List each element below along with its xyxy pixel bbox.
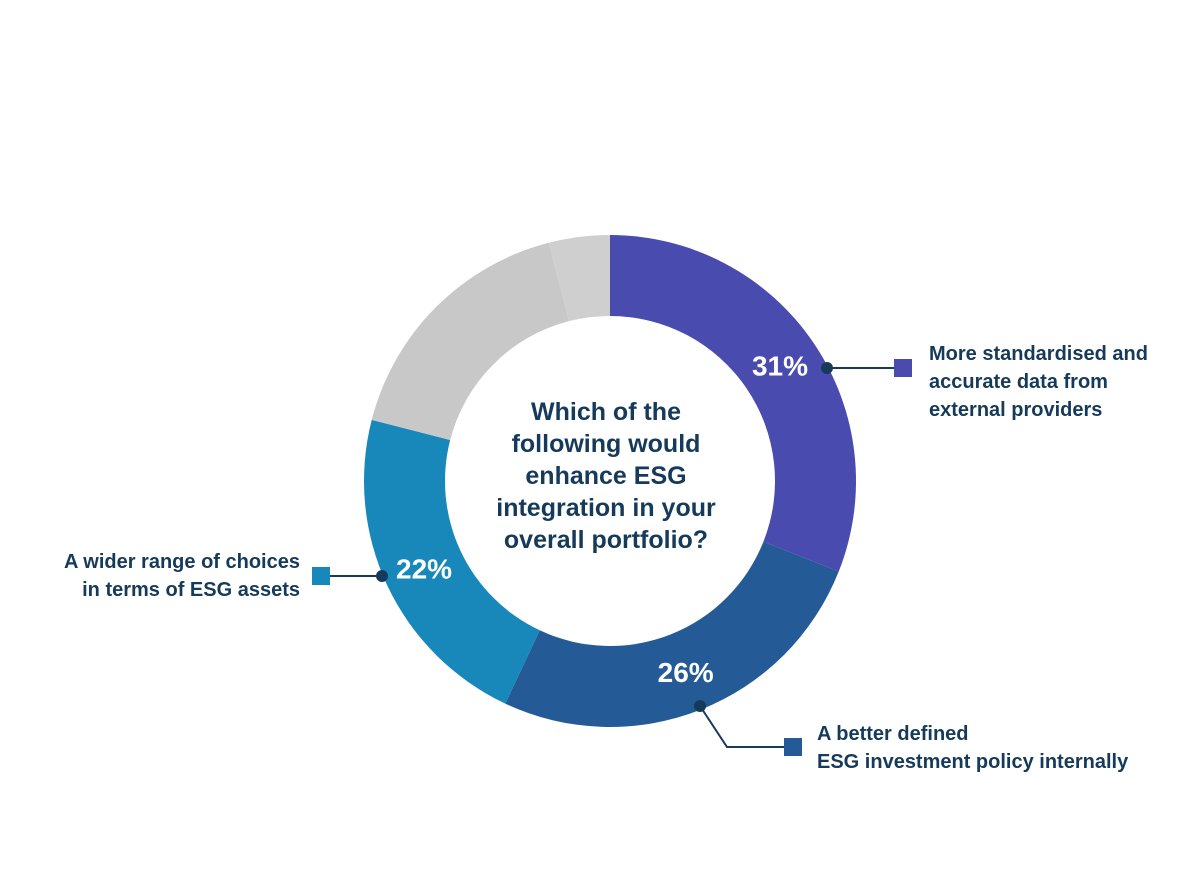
connector-dot xyxy=(821,362,833,374)
slice-esg-assets xyxy=(364,419,540,704)
slice-investment-policy xyxy=(505,541,839,727)
legend-label-line: ESG investment policy internally xyxy=(817,751,1129,773)
legend-label-line: A better defined xyxy=(817,723,969,745)
question-line: enhance ESG xyxy=(525,462,687,490)
legend-entry-esg-assets: A wider range of choices in terms of ESG… xyxy=(64,548,300,604)
legend-swatch xyxy=(312,567,330,585)
legend-label-line: external providers xyxy=(929,399,1103,421)
legend-label-line: A wider range of choices xyxy=(64,551,300,573)
question-line: integration in your xyxy=(496,494,716,522)
question-line: Which of the xyxy=(531,398,681,426)
slice-percent-label: 31% xyxy=(752,350,808,381)
chart-question: Which of the following would enhance ESG… xyxy=(456,396,756,556)
question-line: following would xyxy=(511,430,701,458)
legend-entry-investment-policy: A better defined ESG investment policy i… xyxy=(817,720,1128,776)
legend-label-line: in terms of ESG assets xyxy=(82,579,300,601)
legend-label-line: More standardised and xyxy=(929,343,1148,365)
legend-swatch xyxy=(784,738,802,756)
legend-entry-standardised-data: More standardised and accurate data from… xyxy=(929,340,1148,424)
legend-swatch xyxy=(894,359,912,377)
connector-dot xyxy=(376,570,388,582)
slice-other-small xyxy=(548,235,610,322)
connector-dot xyxy=(694,700,706,712)
question-line: overall portfolio? xyxy=(503,526,709,554)
slice-percent-label: 26% xyxy=(658,657,714,688)
slice-percent-label: 22% xyxy=(396,553,452,584)
connector-line xyxy=(699,705,784,748)
legend-label-line: accurate data from xyxy=(929,371,1108,393)
slice-standardised-data xyxy=(610,235,856,572)
slice-other xyxy=(371,242,569,440)
